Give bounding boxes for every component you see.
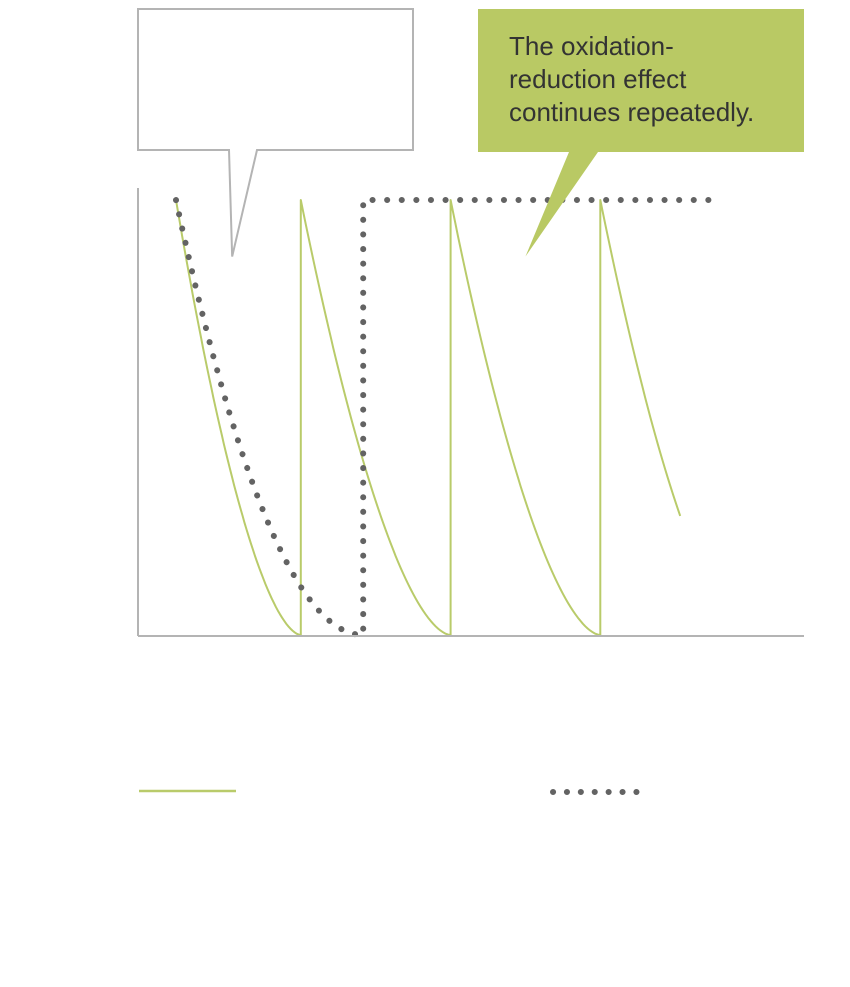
axes bbox=[137, 188, 804, 637]
series-2 bbox=[173, 197, 722, 639]
callout-2-text: The oxidation-reduction effect continues … bbox=[509, 31, 754, 127]
callout-text-line: reduction effect bbox=[509, 64, 687, 94]
legend bbox=[139, 789, 653, 795]
callout-text-line: The oxidation- bbox=[509, 31, 674, 61]
series-1 bbox=[175, 199, 682, 636]
callouts: The oxidation-reduction effect continues … bbox=[137, 8, 804, 257]
callout-1-bubble bbox=[137, 8, 414, 257]
series-2-line bbox=[173, 197, 722, 639]
callout-2: The oxidation-reduction effect continues … bbox=[478, 9, 804, 257]
callout-text-line: continues repeatedly. bbox=[509, 97, 754, 127]
series-1-line bbox=[175, 199, 682, 636]
series-layer bbox=[173, 197, 722, 639]
callout-1 bbox=[137, 8, 414, 257]
callout-2-bubble bbox=[478, 9, 804, 257]
